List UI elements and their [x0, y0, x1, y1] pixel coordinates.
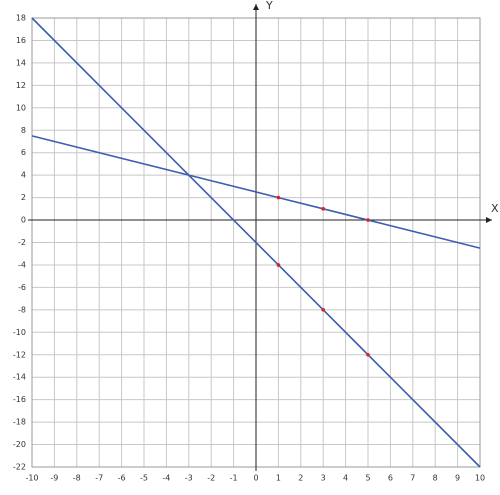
x-tick-label: 3: [321, 474, 326, 483]
y-tick-label: -10: [13, 328, 26, 337]
point: [366, 218, 370, 222]
point: [366, 352, 370, 357]
x-axis-label: X: [491, 202, 499, 215]
y-tick-label: 4: [21, 171, 26, 180]
y-tick-label: -6: [18, 283, 26, 292]
y-tick-label: 14: [16, 58, 26, 67]
y-tick-label: -8: [18, 305, 26, 314]
x-tick-label: 5: [365, 474, 370, 483]
x-tick-label: 4: [343, 474, 348, 483]
y-tick-label: 18: [16, 14, 26, 23]
x-tick-label: -6: [118, 474, 126, 483]
x-tick-label: 8: [433, 474, 438, 483]
y-tick-label: 10: [16, 103, 26, 112]
line: [31, 135, 481, 249]
y-axis-label: Y: [265, 0, 273, 12]
y-tick-label: -2: [18, 238, 26, 247]
x-tick-label: 1: [276, 474, 281, 483]
point: [321, 308, 326, 312]
x-tick-label: -4: [162, 474, 170, 483]
y-tick-label: 16: [16, 36, 26, 45]
y-tick-label: -4: [18, 260, 26, 269]
x-tick-label: -3: [185, 474, 193, 483]
line: [31, 17, 481, 468]
y-tick-label: 0: [21, 216, 26, 225]
axes: -10 -9 -8 -7 -6 -5 -4 -3 -2 -1 0 1 2 3 4 5 6 7 8 9 10-22-20-…: [13, 4, 492, 483]
x-arrow: [486, 217, 492, 224]
y-tick-label: -16: [13, 395, 26, 404]
y-tick-label: -22: [13, 463, 26, 472]
x-tick-label: 6: [388, 474, 393, 483]
x-tick-label: 10: [475, 474, 485, 483]
y-arrow: [253, 4, 259, 10]
y-tick-label: 6: [21, 148, 26, 157]
point: [276, 263, 281, 267]
point: [276, 195, 281, 200]
x-tick-label: -1: [230, 474, 238, 483]
x-tick-label: -5: [140, 474, 148, 483]
y-tick-label: -18: [13, 418, 26, 427]
x-tick-label: -9: [50, 474, 58, 483]
plot: [31, 17, 481, 468]
x-tick-label: 2: [298, 474, 303, 483]
y-tick-label: 12: [16, 81, 26, 90]
y-tick-label: -20: [13, 440, 26, 449]
x-tick-label: 9: [455, 474, 460, 483]
y-tick-label: 2: [21, 193, 26, 202]
x-tick-label: -2: [207, 474, 215, 483]
x-tick-label: 7: [410, 474, 415, 483]
y-tick-label: 8: [21, 126, 26, 135]
x-tick-label: -7: [95, 474, 103, 483]
point: [321, 207, 326, 211]
x-tick-label: 0: [253, 474, 258, 483]
y-tick-label: -12: [13, 350, 26, 359]
y-tick-label: -14: [13, 373, 26, 382]
x-tick-label: -10: [25, 474, 38, 483]
x-tick-label: -8: [73, 474, 81, 483]
